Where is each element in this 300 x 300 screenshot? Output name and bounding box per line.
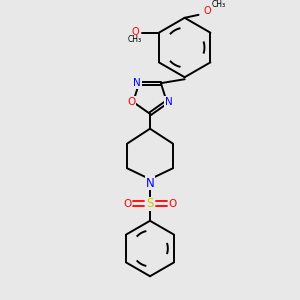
Text: O: O bbox=[131, 27, 139, 37]
Text: CH₃: CH₃ bbox=[128, 35, 142, 44]
Text: CH₃: CH₃ bbox=[211, 0, 225, 9]
Text: N: N bbox=[146, 177, 154, 190]
Text: N: N bbox=[133, 78, 141, 88]
Text: O: O bbox=[204, 6, 211, 16]
Text: N: N bbox=[165, 97, 173, 107]
Text: O: O bbox=[123, 199, 131, 209]
Text: O: O bbox=[127, 97, 135, 107]
Text: S: S bbox=[146, 197, 154, 211]
Text: O: O bbox=[169, 199, 177, 209]
